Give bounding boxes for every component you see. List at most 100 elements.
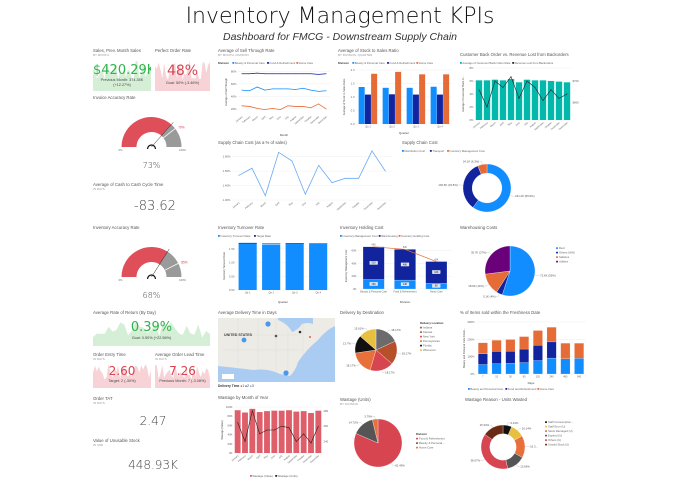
- legend-label: Home Care: [540, 387, 555, 391]
- legend-label: Wastage (Units): [278, 474, 298, 478]
- order-tat-card[interactable]: Order TAT IN DAYS 2.47: [93, 396, 210, 434]
- wastage-by-month-chart[interactable]: Wastage by Month of Year 0K 20K 40K 60K 80K 1…: [218, 395, 335, 481]
- map-point[interactable]: [265, 321, 271, 327]
- bar: [382, 87, 389, 124]
- bar: [271, 410, 278, 453]
- legend-marker: [232, 62, 235, 64]
- chart-title: Average of Stock to Sales Ratio: [338, 48, 399, 53]
- x-tick-label: April: [275, 201, 281, 207]
- wastage-reason-donut[interactable]: Wastage Reason - Units Wasted 6.44% 10.14…: [465, 397, 590, 481]
- delivery-destination-pie[interactable]: Delivery by Destination 18.17% 18.17% 18.1…: [340, 310, 457, 388]
- data-point: [264, 195, 266, 197]
- invoice-accuracy-gauge[interactable]: Invoice Accuracy Rate 0% 100% 79% 73%: [93, 95, 210, 175]
- bar: [499, 80, 507, 120]
- bar: [262, 244, 281, 290]
- map-point[interactable]: [274, 334, 278, 338]
- sales-kpi-card[interactable]: Sales, Prev. Month Sales BY MONTH $420.2…: [93, 48, 151, 91]
- perfect-order-kpi-card[interactable]: Perfect Order Rate 48% Goal: 50% (-3.46%…: [155, 48, 210, 91]
- supply-chain-cost-donut[interactable]: Supply Chain Cost Distribution Cost Trans…: [402, 140, 590, 220]
- supply-chain-cost-pct-chart[interactable]: Supply Chain Cost (as a % of sales) 1.30…: [218, 140, 396, 220]
- legend-marker: [218, 235, 220, 237]
- back-order-chart[interactable]: Customer Back Order vs. Revenue Lost fro…: [460, 52, 590, 138]
- order-entry-kpi-card[interactable]: Order Entry Time IN DAYS 2.60 Target: 2 …: [93, 352, 151, 388]
- legend-label: Indiana: [423, 326, 433, 330]
- gauge-value-arc: [121, 117, 172, 147]
- bar: [264, 411, 270, 453]
- sparkline-area: [155, 60, 210, 91]
- map-scale: [222, 374, 234, 379]
- map-point[interactable]: [298, 330, 302, 334]
- bar-segment: [533, 360, 543, 375]
- bar: [515, 82, 523, 120]
- x-tick-label: July: [278, 454, 284, 460]
- inventory-holding-cost-chart[interactable]: Inventory Holding Cost Inventory Managem…: [340, 225, 457, 305]
- freshness-chart[interactable]: % of Items sold within the Freshness Dat…: [460, 310, 590, 392]
- data-label: 35.7K (27%): [471, 250, 487, 254]
- y-tick-label: $60K: [573, 101, 580, 105]
- return-rate-kpi-card[interactable]: Average Rate of Return (By Day) 0.39% Go…: [93, 310, 210, 346]
- x-tick-label: June: [515, 121, 521, 127]
- x-axis-title: Division: [400, 300, 411, 304]
- y-tick-label: 0%: [470, 372, 475, 376]
- x-tick-label: Food & Refreshment: [393, 291, 416, 294]
- cash-cycle-card[interactable]: Average of Cash to Cash Cycle Time IN DA…: [93, 182, 210, 220]
- leader-line: [479, 161, 483, 165]
- chart-title: % of Items sold within the Freshness Dat…: [460, 310, 541, 315]
- data-label: 72.6K (55%): [540, 273, 556, 277]
- wastage-units-pie[interactable]: Wastage (Units) BY DIVISION 81.49% 14.72%…: [340, 397, 457, 481]
- x-tick-label: September: [534, 121, 545, 131]
- kpi-subtitle: BY MONTH: [93, 53, 109, 57]
- chart-title: Supply Chain Cost: [402, 140, 438, 145]
- gauge-value-arc: [121, 247, 168, 277]
- lead-time-kpi-card[interactable]: Average Order Lead Time IN DAYS 7.26 Pre…: [155, 352, 210, 388]
- x-tick-label: Qtr 3: [413, 126, 419, 129]
- legend-marker: [545, 425, 547, 428]
- data-label: 38.07%: [471, 459, 481, 463]
- series-line: [237, 409, 319, 444]
- legend-label: Expired (U): [548, 434, 562, 438]
- data-point: [550, 89, 552, 91]
- x-tick-label: Qtr 2: [268, 292, 274, 295]
- y-tick-label: 40K: [352, 261, 357, 265]
- legend-label: 1: [242, 384, 245, 388]
- data-point: [295, 441, 297, 442]
- x-tick-label: May: [263, 454, 269, 460]
- inventory-turnover-chart[interactable]: Inventory Turnover Rate Inventory Turnov…: [218, 225, 335, 305]
- data-label: 13.7%: [343, 341, 351, 345]
- legend-marker: [378, 235, 381, 237]
- leader-line: [356, 363, 361, 366]
- leader-line: [364, 328, 368, 331]
- warehousing-costs-pie[interactable]: Warehousing Costs 72.6K (55%) 5.1K (4%) 18…: [460, 225, 590, 305]
- bar: [300, 411, 307, 453]
- data-point: [325, 108, 327, 110]
- x-tick-label: March: [490, 121, 498, 128]
- map-canvas[interactable]: UNITED STATES: [218, 310, 335, 390]
- stock-to-sales-chart[interactable]: Average of Stock to Sales Ratio BY DIVIS…: [338, 48, 455, 138]
- inventory-accuracy-gauge[interactable]: Inventory Accuracy Rate 0% 100% 85% 68%: [93, 225, 210, 305]
- legend-label: Florida: [423, 344, 432, 348]
- legend-label: Wastage (Value): [252, 474, 273, 478]
- bar: [249, 408, 256, 453]
- unusable-stock-card[interactable]: Value of Unusable Stock IN USD 448.93K: [93, 438, 210, 478]
- legend-label: Warehousing: [381, 234, 398, 238]
- y-tick-label: 20K: [228, 442, 233, 446]
- y-axis-title: Average of Customer Back O...: [461, 76, 465, 112]
- map-point[interactable]: [309, 336, 311, 338]
- y-tick-label: 0K: [229, 451, 233, 455]
- data-label: 9K: [435, 285, 438, 288]
- map-point[interactable]: [241, 337, 247, 343]
- data-label-box: [369, 282, 378, 286]
- x-tick-label: August: [290, 115, 298, 122]
- y-tick-label: 0.00: [229, 288, 235, 292]
- x-tick-label: April: [499, 121, 505, 127]
- x-tick-label: May: [507, 121, 513, 127]
- map-point[interactable]: [283, 370, 289, 376]
- sell-through-chart[interactable]: Average of Sell Through Rate BY MONTH, D…: [218, 48, 335, 138]
- data-point: [371, 150, 373, 152]
- bar-segment: [574, 343, 584, 359]
- legend-marker: [460, 62, 462, 64]
- x-tick-label: December: [558, 121, 569, 131]
- data-point: [279, 73, 281, 75]
- delivery-time-map[interactable]: Average Delivery Time in Days UNITED STA…: [218, 310, 335, 390]
- data-point: [310, 442, 312, 444]
